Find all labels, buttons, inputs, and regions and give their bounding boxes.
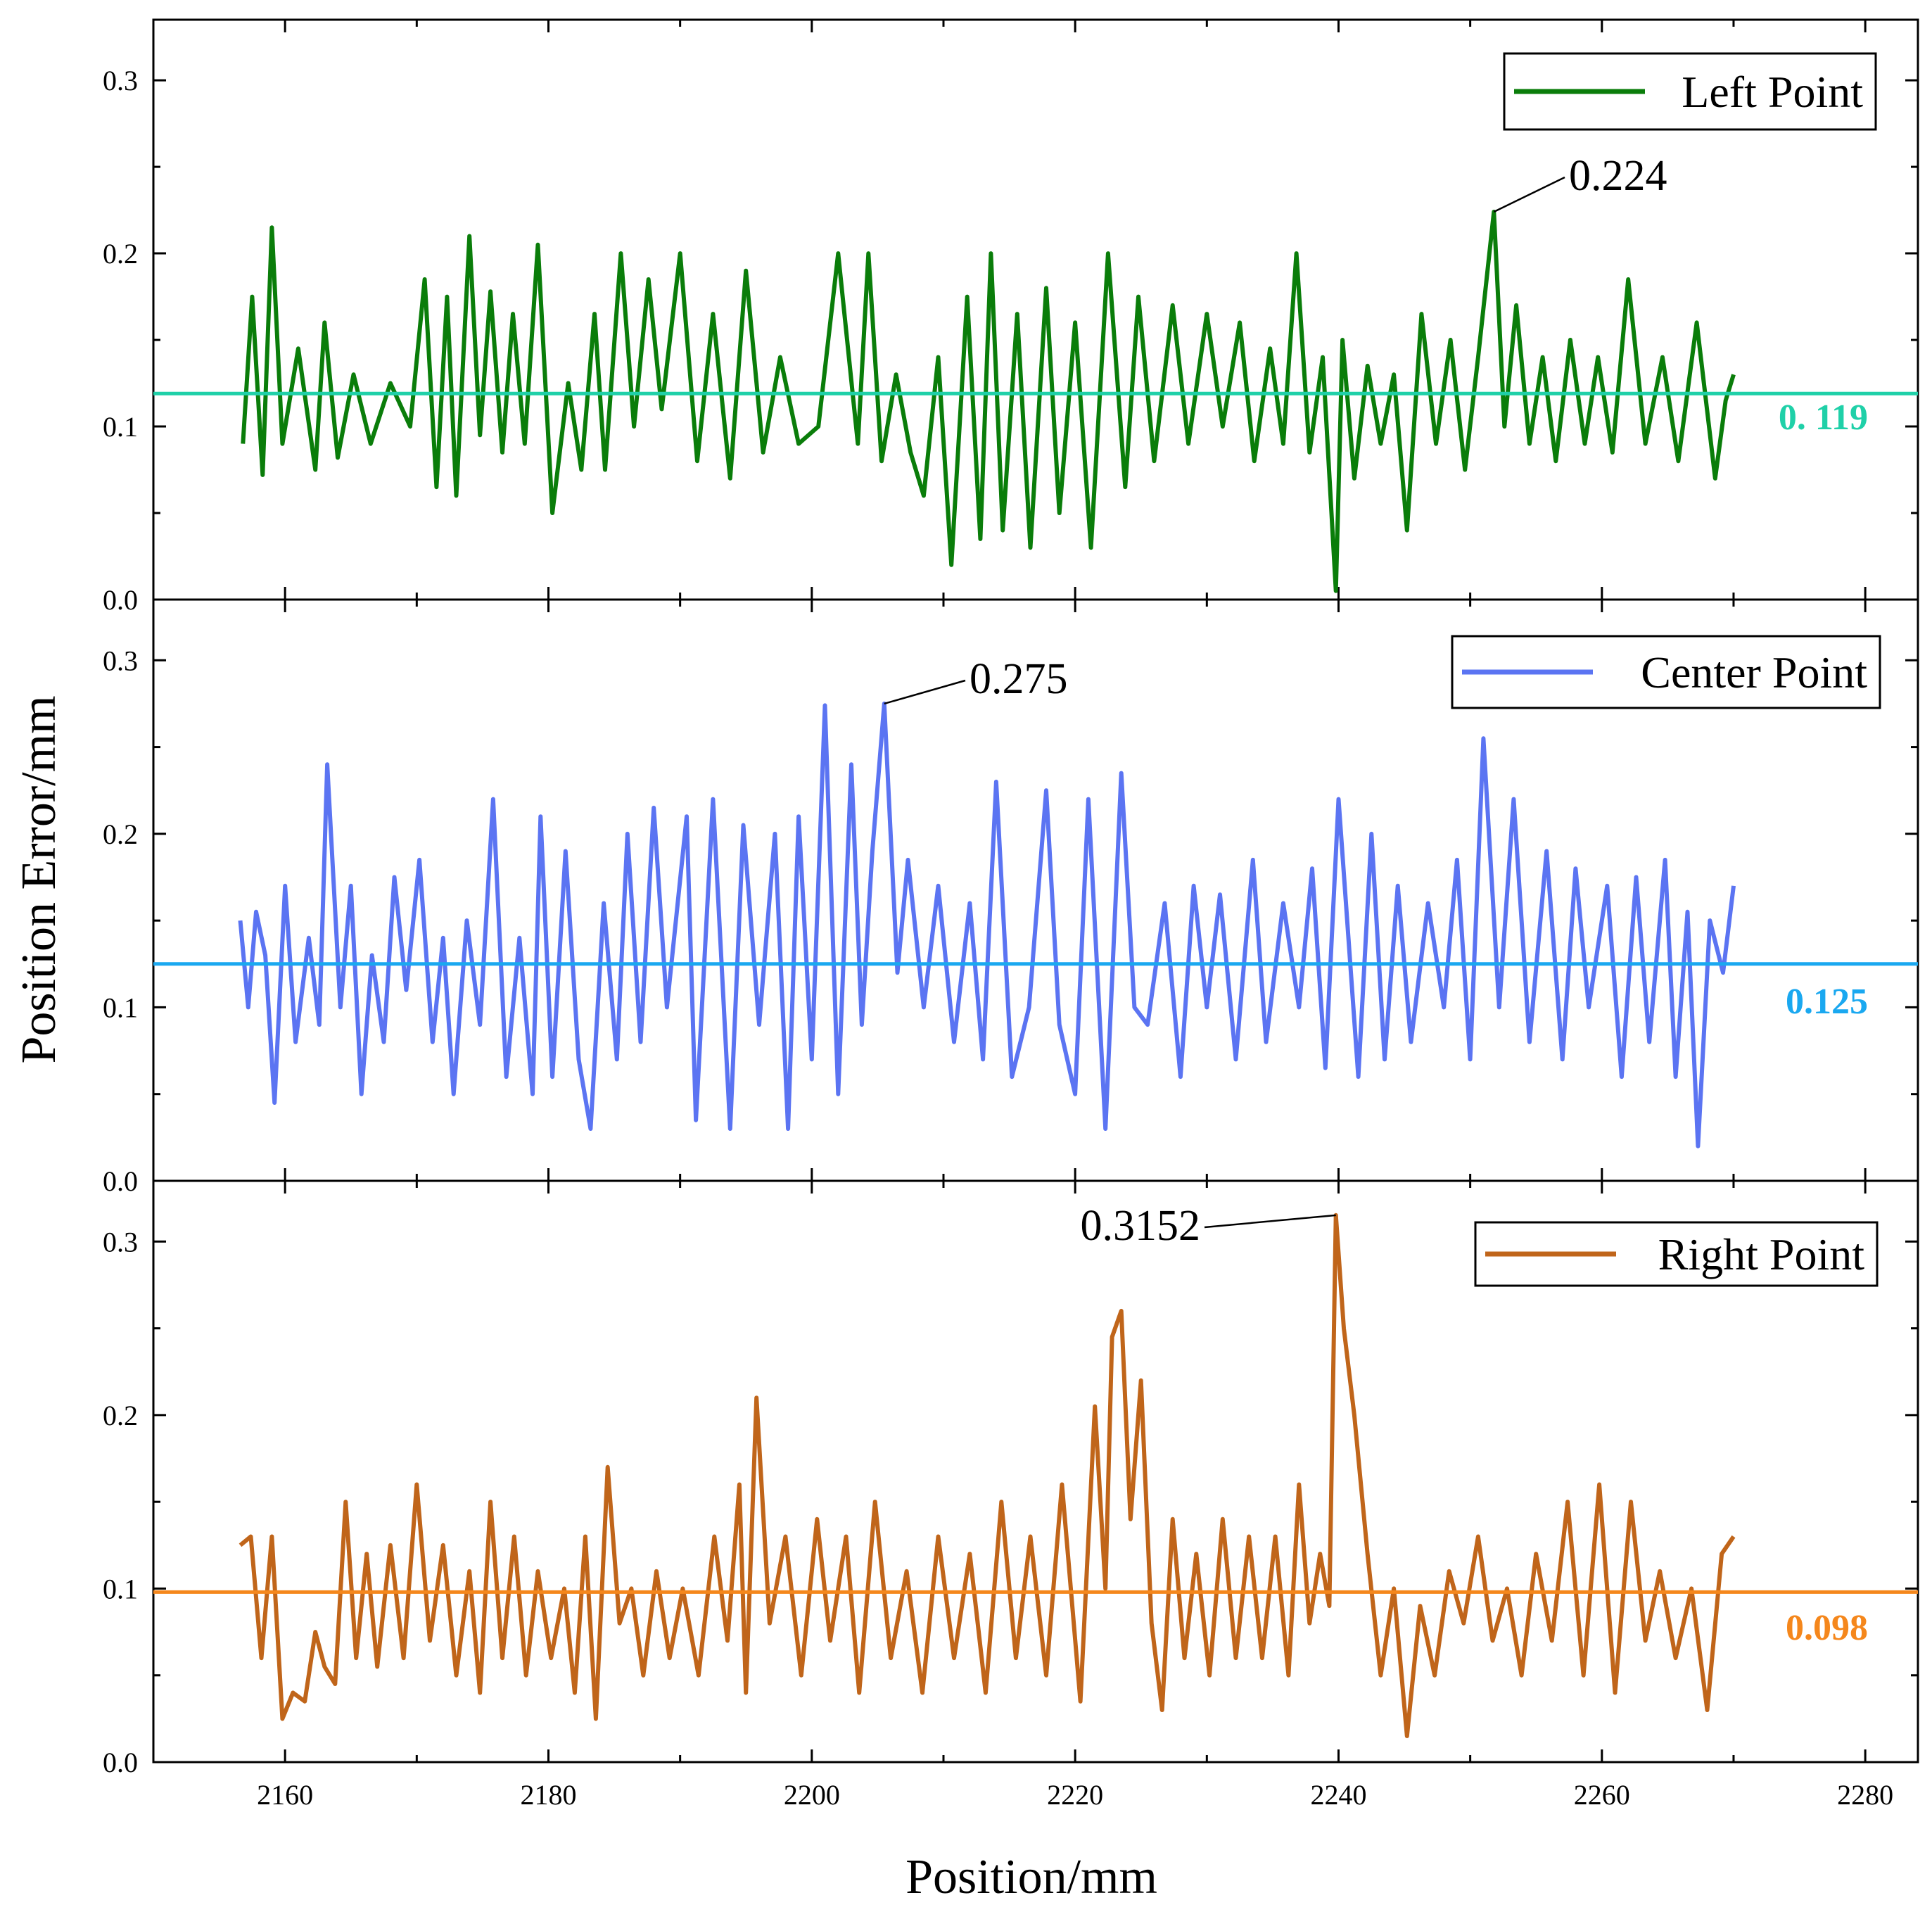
y-tick-label: 0.2 [103, 1400, 138, 1431]
panel-center-point: 0.0 0.1 0.2 0.3 0.125 0.275 Center Point [103, 598, 1919, 1197]
y-axis-title: Position Error/mm [12, 695, 66, 1063]
legend: Right Point [1474, 1221, 1879, 1287]
series-line [238, 701, 1736, 1148]
x-tick-label: 2200 [784, 1779, 840, 1811]
peak-label: 0.224 [1569, 152, 1667, 200]
y-tick-label: 0.3 [103, 65, 138, 96]
legend-label: Right Point [1658, 1229, 1865, 1279]
x-tick-label: 2220 [1047, 1779, 1103, 1811]
x-tick-label: 2180 [520, 1779, 576, 1811]
plot-frame [152, 1179, 1919, 1764]
x-tick-label: 2260 [1574, 1779, 1630, 1811]
y-tick-label: 0.3 [103, 1226, 138, 1258]
legend: Left Point [1503, 52, 1877, 131]
panel-left-point: 0.0 0.1 0.2 0.3 0. 119 0.224 Left Point [103, 18, 1919, 616]
mean-label: 0. 119 [1779, 398, 1868, 438]
y-tick-label: 0.0 [103, 1165, 138, 1197]
y-tick-label: 0.1 [103, 992, 138, 1023]
y-tick-label: 0.0 [103, 584, 138, 616]
y-tick-label: 0.3 [103, 645, 138, 676]
series-line [239, 1213, 1736, 1738]
legend-label: Center Point [1641, 647, 1867, 697]
legend-label: Left Point [1682, 67, 1863, 117]
y-tick-label: 0.0 [103, 1747, 138, 1778]
peak-label: 0.3152 [1081, 1202, 1201, 1250]
x-tick-label: 2240 [1310, 1779, 1366, 1811]
x-axis-title: Position/mm [905, 1850, 1157, 1904]
y-tick-label: 0.2 [103, 238, 138, 270]
y-tick-label: 0.2 [103, 818, 138, 850]
peak-leader-line [884, 679, 966, 705]
y-tick-label: 0.1 [103, 411, 138, 443]
peak-leader-line [1204, 1214, 1336, 1229]
panel-right-point: 0.0 0.1 0.2 0.3 0.098 0.3152 Right Point [103, 1179, 1919, 1778]
x-axis-tick-labels: 2160 2180 2200 2220 2240 2260 2280 [257, 1779, 1893, 1811]
mean-label: 0.098 [1786, 1608, 1868, 1648]
series-line [241, 210, 1736, 593]
y-tick-label: 0.1 [103, 1573, 138, 1604]
x-tick-label: 2160 [257, 1779, 313, 1811]
x-tick-label: 2280 [1837, 1779, 1893, 1811]
peak-label: 0.275 [970, 655, 1068, 703]
legend: Center Point [1451, 635, 1881, 709]
mean-label: 0.125 [1786, 982, 1868, 1022]
peak-leader-line [1493, 176, 1565, 213]
